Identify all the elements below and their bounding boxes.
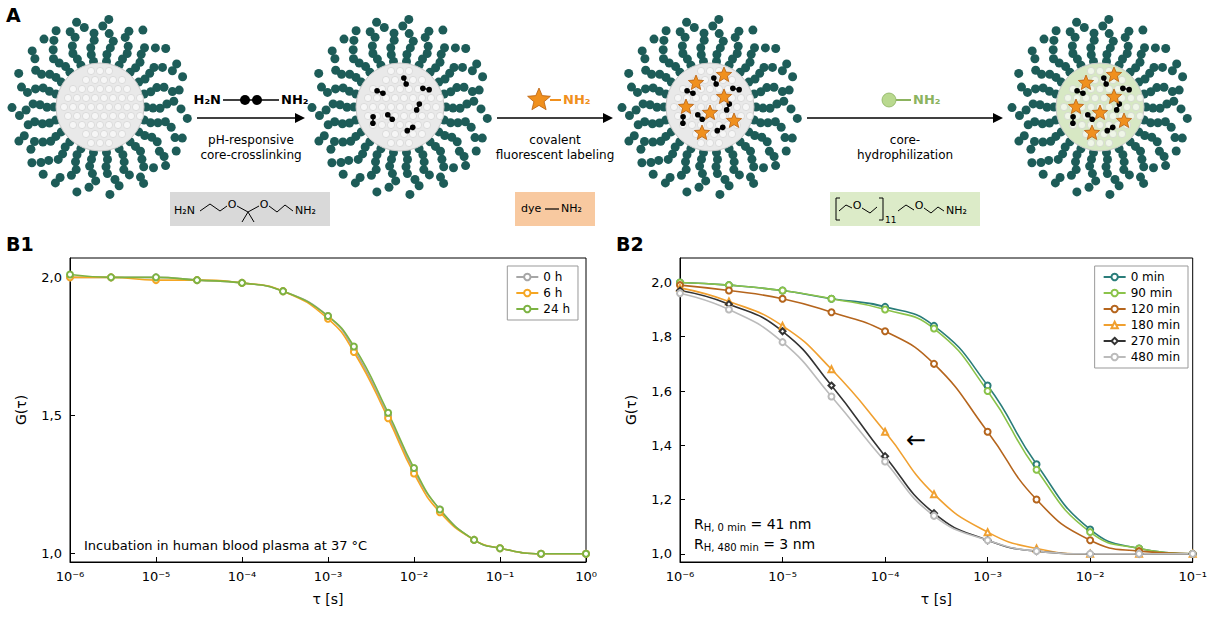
svg-text:= 3 nm: = 3 nm <box>759 536 816 552</box>
svg-text:1,0: 1,0 <box>651 546 672 561</box>
svg-text:2,0: 2,0 <box>651 275 672 290</box>
svg-text:τ [s]: τ [s] <box>921 591 952 607</box>
svg-text:core-: core- <box>890 133 920 147</box>
svg-text:2,0: 2,0 <box>41 270 62 285</box>
svg-text:O: O <box>260 198 269 211</box>
svg-text:10⁻⁴: 10⁻⁴ <box>228 569 257 584</box>
svg-text:1,8: 1,8 <box>651 329 672 344</box>
svg-text:10⁻²: 10⁻² <box>400 569 429 584</box>
svg-text:B1: B1 <box>6 233 34 255</box>
svg-text:B2: B2 <box>616 233 644 255</box>
svg-text:1,0: 1,0 <box>41 546 62 561</box>
svg-text:6 h: 6 h <box>543 286 562 300</box>
svg-text:NH₂: NH₂ <box>946 204 967 217</box>
svg-text:Incubation in human blood plas: Incubation in human blood plasma at 37 °… <box>84 538 367 553</box>
svg-text:NH₂: NH₂ <box>281 92 308 107</box>
svg-text:270 min: 270 min <box>1131 334 1180 348</box>
svg-text:dye: dye <box>521 202 541 215</box>
svg-text:NH₂: NH₂ <box>563 92 590 107</box>
svg-text:10⁻⁵: 10⁻⁵ <box>142 569 171 584</box>
svg-text:NH₂: NH₂ <box>913 92 940 107</box>
svg-text:NH₂: NH₂ <box>561 202 582 215</box>
svg-text:1,6: 1,6 <box>651 384 672 399</box>
svg-text:G(τ): G(τ) <box>623 395 639 425</box>
svg-text:1,5: 1,5 <box>41 408 62 423</box>
svg-text:H, 480 min: H, 480 min <box>704 542 759 553</box>
svg-text:1,2: 1,2 <box>651 492 672 507</box>
svg-text:90 min: 90 min <box>1131 286 1173 300</box>
svg-text:←: ← <box>906 426 926 454</box>
svg-text:10⁻⁶: 10⁻⁶ <box>56 569 85 584</box>
svg-text:10⁻³: 10⁻³ <box>973 569 1002 584</box>
svg-text:H₂N: H₂N <box>174 204 195 217</box>
svg-text:10⁻⁵: 10⁻⁵ <box>768 569 797 584</box>
svg-text:0 min: 0 min <box>1131 270 1165 284</box>
svg-text:fluorescent labeling: fluorescent labeling <box>496 148 615 162</box>
svg-text:120 min: 120 min <box>1131 302 1180 316</box>
svg-text:R: R <box>694 536 704 552</box>
svg-text:180 min: 180 min <box>1131 318 1180 332</box>
svg-text:24 h: 24 h <box>543 302 570 316</box>
svg-text:H₂N: H₂N <box>194 92 221 107</box>
svg-text:10⁻²: 10⁻² <box>1076 569 1105 584</box>
svg-text:G(τ): G(τ) <box>13 395 29 425</box>
svg-text:= 41 nm: = 41 nm <box>746 516 811 532</box>
svg-text:covalent: covalent <box>529 133 581 147</box>
svg-text:R: R <box>694 516 704 532</box>
svg-text:480 min: 480 min <box>1131 350 1180 364</box>
svg-text:1,4: 1,4 <box>651 438 672 453</box>
svg-text:O: O <box>915 199 924 212</box>
svg-text:11: 11 <box>885 215 896 225</box>
svg-text:NH₂: NH₂ <box>295 204 316 217</box>
svg-text:O: O <box>853 199 862 212</box>
svg-text:0 h: 0 h <box>543 270 562 284</box>
svg-text:10⁻¹: 10⁻¹ <box>486 569 515 584</box>
svg-text:O: O <box>228 198 237 211</box>
svg-text:10⁰: 10⁰ <box>575 569 597 584</box>
svg-text:hydrophilization: hydrophilization <box>857 148 953 162</box>
svg-text:10⁻⁶: 10⁻⁶ <box>666 569 695 584</box>
svg-text:H, 0 min: H, 0 min <box>704 522 746 533</box>
svg-text:core-crosslinking: core-crosslinking <box>200 148 301 162</box>
svg-text:τ [s]: τ [s] <box>312 591 343 607</box>
svg-text:A: A <box>6 4 21 26</box>
svg-text:10⁻¹: 10⁻¹ <box>1178 569 1207 584</box>
svg-text:10⁻⁴: 10⁻⁴ <box>871 569 900 584</box>
svg-text:10⁻³: 10⁻³ <box>314 569 343 584</box>
svg-text:pH-responsive: pH-responsive <box>208 133 294 147</box>
